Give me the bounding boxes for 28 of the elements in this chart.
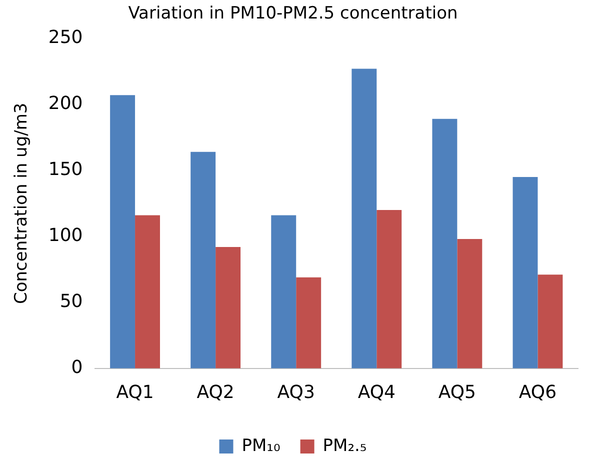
y-axis-title: Concentration in ug/m3 [12,102,32,304]
x-tick-label: AQ4 [358,382,396,403]
bar [376,210,402,368]
x-tick-label: AQ1 [116,382,154,403]
bar [352,68,377,368]
y-tick-label: 150 [48,159,83,180]
bar [135,215,160,368]
x-tick-label: AQ6 [518,382,557,403]
bar [432,118,458,368]
x-tick-label: AQ5 [438,382,476,403]
bar [216,246,241,368]
bar [110,95,136,368]
bar [271,215,296,368]
legend-label: PM₂.₅ [322,436,367,456]
y-tick-label: 50 [60,291,83,312]
bar [457,239,482,368]
bar [538,274,563,368]
x-tick-label: AQ2 [196,382,234,403]
chart-title: Variation in PM10-PM2.5 concentration [128,4,458,24]
y-tick-label: 250 [48,27,83,48]
bar [190,152,216,368]
bar [296,277,322,368]
legend-label: PM₁₀ [242,436,280,456]
y-tick-label: 0 [71,357,83,378]
x-tick-label: AQ3 [277,382,315,403]
y-tick-label: 200 [48,93,83,114]
y-tick-label: 100 [48,225,83,246]
bar [512,177,538,368]
